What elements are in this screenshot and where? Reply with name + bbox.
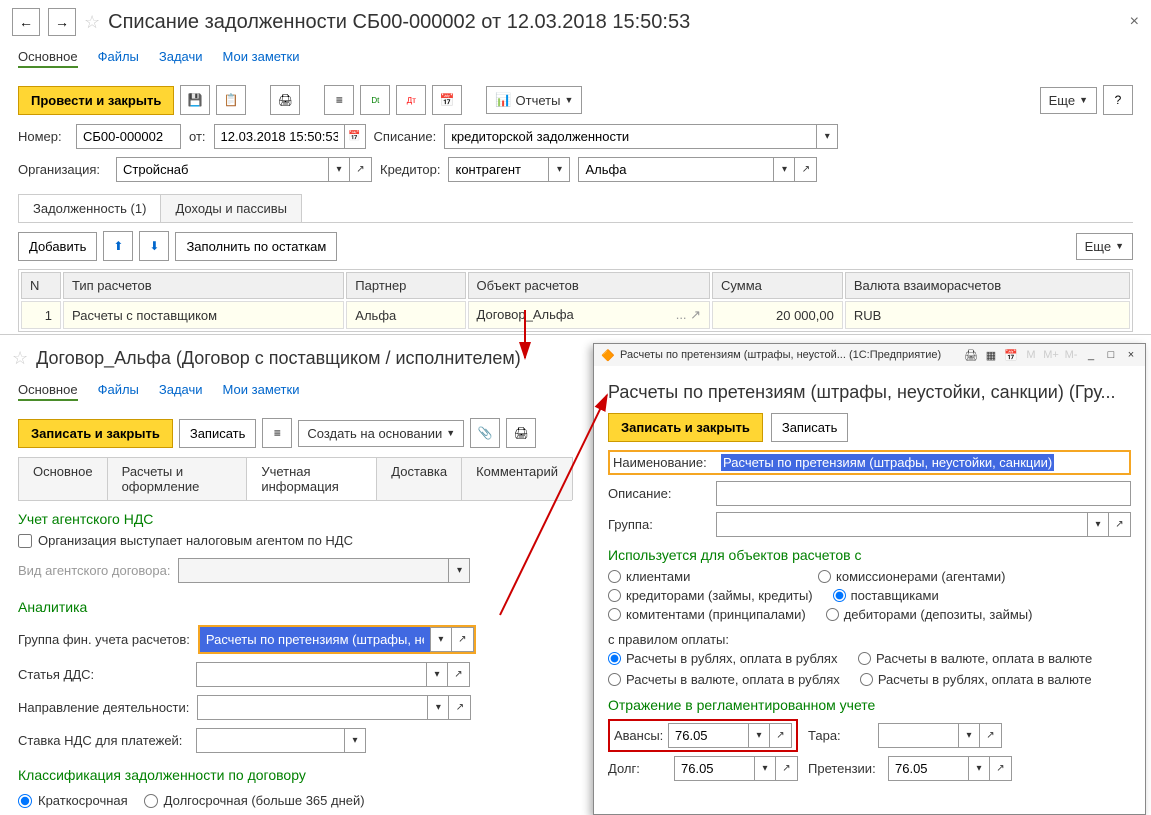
subtab-accounting[interactable]: Учетная информация [246,457,377,500]
annotation-arrows [0,0,1151,815]
subtab-debt[interactable]: Задолженность (1) [18,194,161,222]
